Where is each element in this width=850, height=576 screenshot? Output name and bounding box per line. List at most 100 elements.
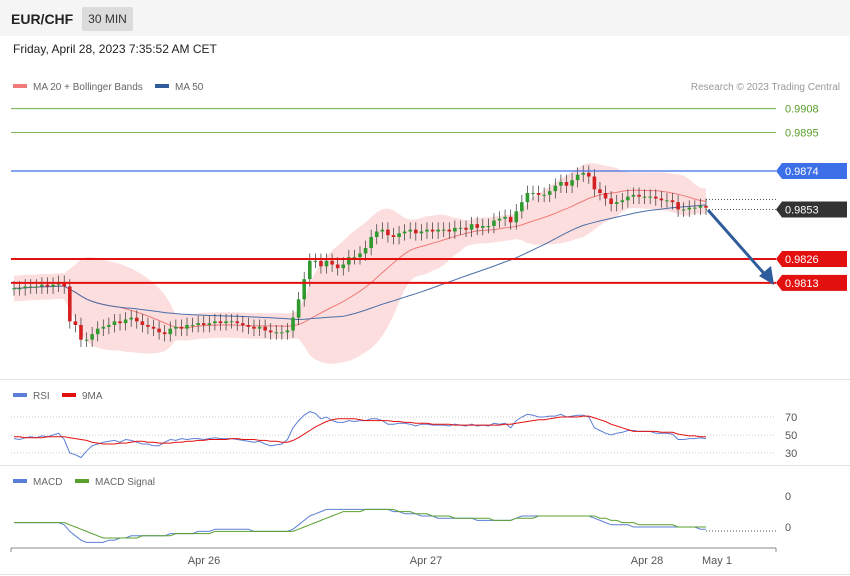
candle-body xyxy=(659,198,664,201)
candle-body xyxy=(190,325,195,326)
level-tag xyxy=(776,163,847,179)
candle-body xyxy=(201,323,206,325)
level-label: 0.9908 xyxy=(785,104,819,116)
candle-body xyxy=(681,209,686,211)
candle-body xyxy=(168,328,173,335)
candle-body xyxy=(123,319,128,324)
candle-body xyxy=(704,205,708,208)
candle-body xyxy=(23,286,27,289)
legend-swatch-rsi xyxy=(13,393,27,397)
candle-body xyxy=(665,200,669,202)
candle-body xyxy=(614,202,619,204)
legend-swatch-rsi-ma xyxy=(62,393,76,397)
legend-ma20-label: MA 20 + Bollinger Bands xyxy=(33,82,143,93)
legend-rsi-ma-label: 9MA xyxy=(82,391,103,402)
x-tick-label: May 1 xyxy=(702,555,732,567)
legend-swatch-ma50 xyxy=(155,84,169,88)
candle-body xyxy=(218,321,223,324)
candle-body xyxy=(486,226,491,227)
candle-body xyxy=(95,328,100,335)
candle-body xyxy=(419,231,424,234)
candle-body xyxy=(559,182,563,186)
level-tag xyxy=(776,201,847,218)
candle-body xyxy=(319,260,323,267)
candle-body xyxy=(40,284,44,287)
candle-body xyxy=(687,207,692,210)
level-tag xyxy=(776,251,847,267)
candle-body xyxy=(514,211,519,223)
candle-body xyxy=(341,264,346,269)
candle-body xyxy=(609,198,613,204)
timeframe-button[interactable]: 30 MIN xyxy=(82,7,133,31)
candle-body xyxy=(330,260,334,265)
credit-text: Research © 2023 Trading Central xyxy=(691,82,840,93)
candle-body xyxy=(157,328,161,333)
candle-body xyxy=(603,193,608,199)
candle-body xyxy=(520,202,524,212)
candle-body xyxy=(146,325,150,327)
candle-body xyxy=(363,248,368,254)
candle-body xyxy=(386,229,390,236)
candle-body xyxy=(547,191,552,195)
candle-body xyxy=(458,227,463,229)
rsi-tick-label: 30 xyxy=(785,448,797,460)
candle-body xyxy=(391,235,396,237)
candle-body xyxy=(631,194,636,197)
candle-body xyxy=(252,326,256,329)
candle-body xyxy=(68,286,72,322)
candle-body xyxy=(497,218,502,221)
candle-body xyxy=(28,286,33,288)
legend-swatch-macd xyxy=(13,479,27,483)
candle-body xyxy=(369,237,373,248)
rsi-ma-line xyxy=(14,415,706,445)
candle-body xyxy=(642,196,647,198)
candle-body xyxy=(620,200,625,203)
candle-body xyxy=(73,321,78,325)
level-label: 0.9826 xyxy=(785,254,819,266)
candle-body xyxy=(268,330,273,333)
candle-body xyxy=(380,229,385,232)
candle-body xyxy=(274,332,279,334)
rsi-line xyxy=(13,411,707,459)
candle-body xyxy=(436,229,440,232)
legend-macd-signal-label: MACD Signal xyxy=(95,477,155,488)
candle-body xyxy=(447,229,452,232)
candle-body xyxy=(425,229,429,232)
candle-body xyxy=(570,180,574,186)
instrument-title: EUR/CHF xyxy=(11,11,74,27)
candle-body xyxy=(441,229,446,231)
candle-body xyxy=(79,325,83,340)
candle-body xyxy=(352,257,357,259)
candle-body xyxy=(174,326,178,329)
candle-body xyxy=(302,279,306,300)
candle-body xyxy=(129,317,133,320)
candle-body xyxy=(626,196,630,201)
candle-body xyxy=(592,176,597,190)
legend-ma50-label: MA 50 xyxy=(175,82,204,93)
candle-body xyxy=(241,323,245,325)
candle-body xyxy=(587,172,591,177)
candle-body xyxy=(101,326,106,329)
candle-body xyxy=(676,202,680,210)
candle-body xyxy=(531,193,535,194)
candle-body xyxy=(257,326,262,329)
candle-body xyxy=(402,231,407,234)
candle-body xyxy=(358,253,362,258)
macd-line xyxy=(14,508,706,543)
candle-body xyxy=(408,229,413,232)
candle-body xyxy=(280,332,284,334)
rsi-tick-label: 70 xyxy=(785,412,797,424)
legend-swatch-macd-signal xyxy=(75,479,89,483)
candle-body xyxy=(503,216,507,219)
candle-body xyxy=(196,323,200,325)
candle-body xyxy=(670,200,675,203)
macd-tick-label: 0 xyxy=(785,522,791,534)
candle-body xyxy=(525,193,530,203)
candle-body xyxy=(430,229,435,232)
legend-swatch-ma20 xyxy=(13,84,27,88)
candle-body xyxy=(224,321,228,324)
level-label: 0.9813 xyxy=(785,278,819,290)
candle-body xyxy=(480,226,485,228)
candle-body xyxy=(246,325,251,327)
